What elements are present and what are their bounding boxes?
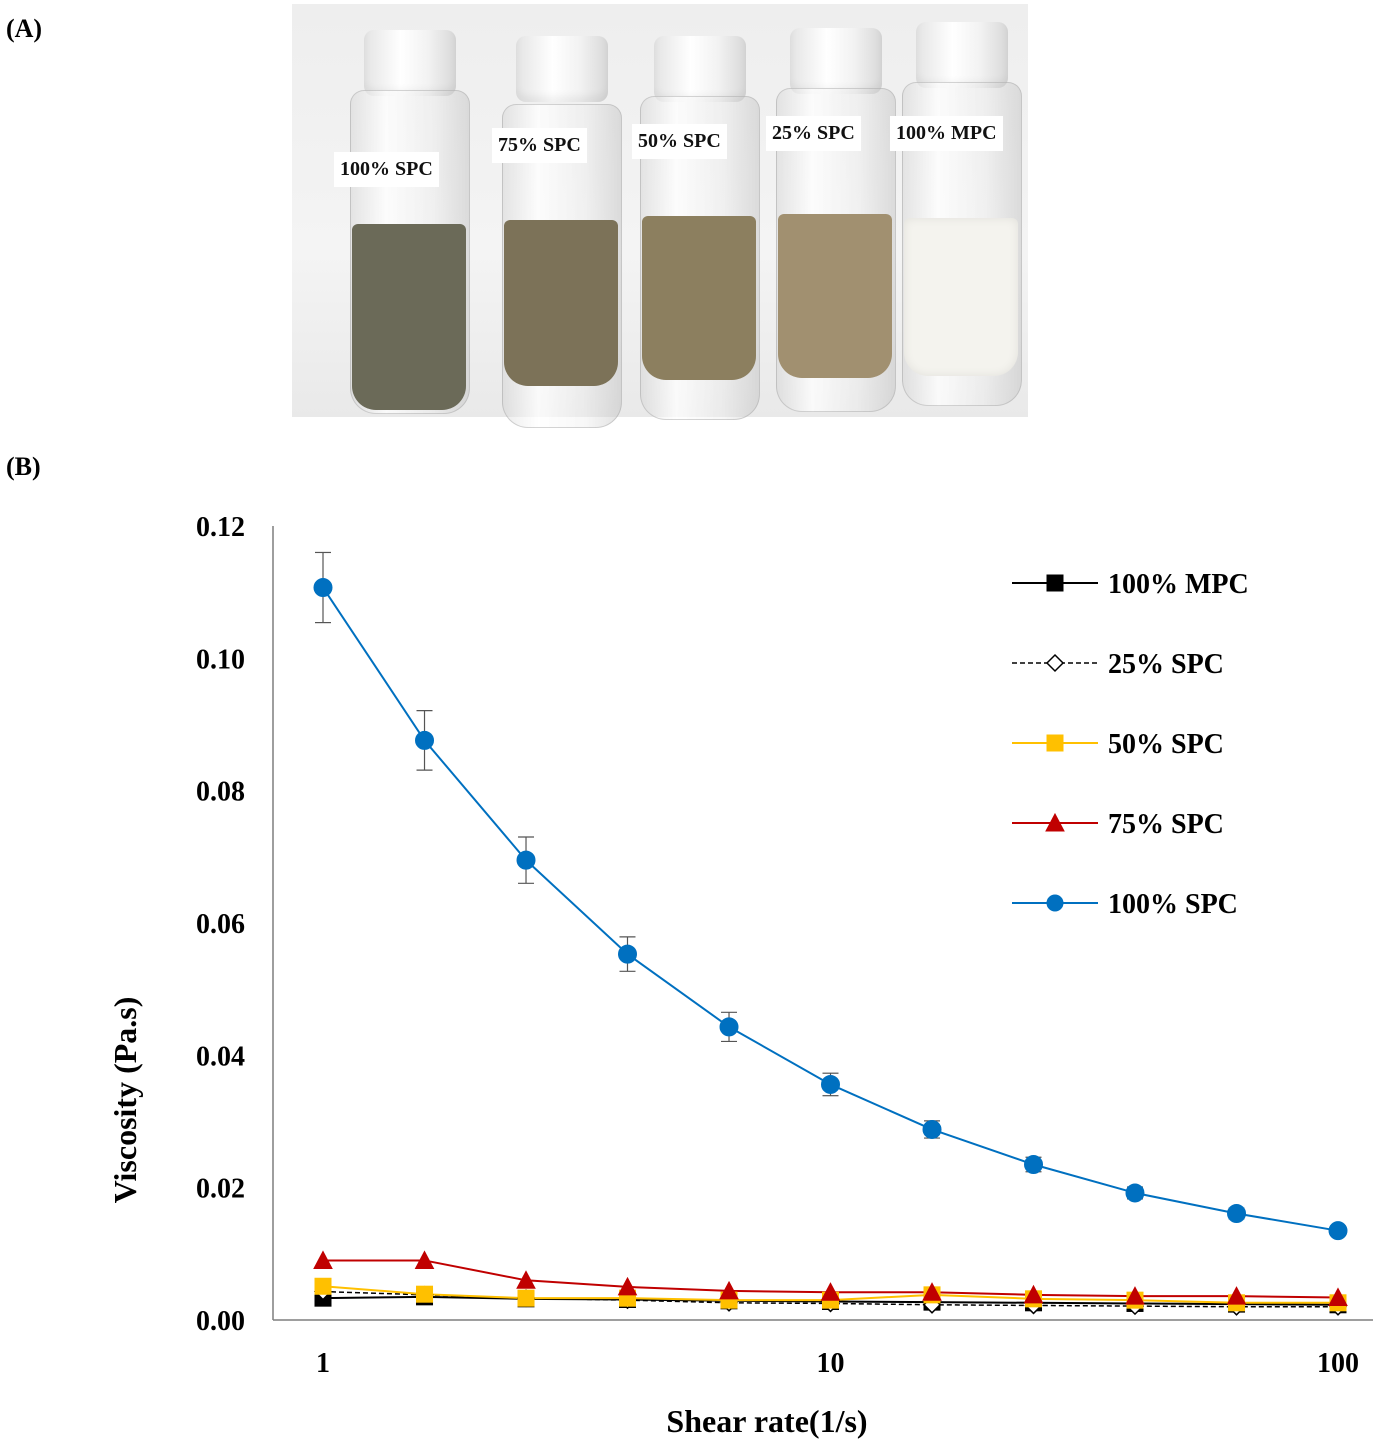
vial-cap [654, 36, 746, 102]
vial-cap [364, 30, 456, 96]
chart-axes [272, 526, 1373, 1321]
data-point [1045, 812, 1065, 832]
vial-4: 25% SPC [766, 28, 904, 414]
legend-label: 25% SPC [1108, 649, 1224, 680]
vial-label: 25% SPC [766, 116, 861, 151]
vial-2: 75% SPC [492, 36, 630, 428]
data-point [821, 1074, 840, 1094]
data-point [1046, 734, 1064, 752]
series-markers [313, 578, 1348, 1316]
data-point [1024, 1155, 1044, 1175]
data-point [617, 1276, 638, 1296]
vial-1: 100% SPC [334, 30, 478, 420]
data-point [516, 1270, 536, 1289]
vial-liquid [778, 214, 892, 378]
data-point [1226, 1286, 1247, 1305]
legend-label: 100% SPC [1108, 889, 1238, 920]
data-point [719, 1017, 739, 1037]
data-point [1328, 1287, 1348, 1307]
data-point [313, 1250, 333, 1269]
viscosity-chart: 0.00 0.02 0.04 0.06 0.08 0.10 0.12 1 10 100 100% … [107, 512, 1373, 1439]
vial-liquid [904, 218, 1018, 376]
x-tick-label: 1 [316, 1348, 330, 1379]
vial-label: 100% SPC [334, 152, 439, 187]
y-tick-label: 0.08 [196, 777, 245, 808]
vial-label: 50% SPC [632, 124, 727, 159]
vial-liquid [642, 216, 756, 380]
data-point [719, 1280, 739, 1300]
vial-5: 100% MPC [890, 22, 1030, 412]
data-point [1125, 1183, 1145, 1203]
data-point [517, 1289, 535, 1307]
data-point [313, 578, 333, 598]
data-point [1227, 1203, 1247, 1223]
tick-labels: 0.00 0.02 0.04 0.06 0.08 0.10 0.12 1 10 100 [196, 512, 1359, 1379]
y-tick-label: 0.10 [196, 644, 245, 675]
data-point [1023, 1284, 1044, 1304]
data-point [922, 1119, 942, 1139]
chart-legend: 100% MPC 25% SPC 50% SPC 75% SPC 100% SPC [1012, 569, 1249, 920]
y-tick-label: 0.02 [196, 1174, 245, 1205]
data-point [922, 1282, 942, 1301]
data-point [314, 1277, 332, 1295]
data-point [1045, 653, 1065, 673]
vial-cap [790, 28, 882, 94]
y-tick-label: 0.00 [196, 1306, 245, 1337]
data-point [617, 944, 637, 964]
data-point [416, 1285, 434, 1303]
vial-cap [916, 22, 1008, 88]
vial-cap [516, 36, 608, 102]
data-point [1046, 574, 1064, 592]
data-point [1328, 1221, 1348, 1241]
vial-liquid [504, 220, 618, 386]
vial-liquid [352, 224, 466, 410]
data-point [414, 1250, 435, 1269]
data-point [1125, 1286, 1145, 1305]
vial-label: 100% MPC [890, 116, 1003, 151]
x-axis-label: Shear rate(1/s) [666, 1403, 867, 1439]
x-tick-label: 100 [1317, 1348, 1359, 1379]
x-tick-label: 10 [817, 1348, 845, 1379]
legend-label: 100% MPC [1108, 569, 1249, 600]
vial-3: 50% SPC [630, 36, 768, 420]
data-point [820, 1282, 841, 1301]
y-axis-label: Viscosity (Pa.s) [107, 997, 143, 1204]
data-point [415, 730, 435, 750]
data-point [1046, 894, 1064, 912]
legend-label: 50% SPC [1108, 729, 1224, 760]
y-tick-label: 0.06 [196, 909, 245, 940]
legend-label: 75% SPC [1108, 809, 1224, 840]
panel-b-label: (B) [6, 452, 41, 481]
y-tick-label: 0.04 [196, 1041, 245, 1072]
data-point [516, 850, 536, 870]
panel-a-label: (A) [6, 14, 43, 43]
y-tick-label: 0.12 [196, 512, 245, 543]
series-lines [322, 586, 1339, 1308]
vial-label: 75% SPC [492, 128, 587, 163]
vials-photo: 100% SPC 75% SPC 50% SPC 25% SPC 100% MP… [292, 4, 1030, 428]
